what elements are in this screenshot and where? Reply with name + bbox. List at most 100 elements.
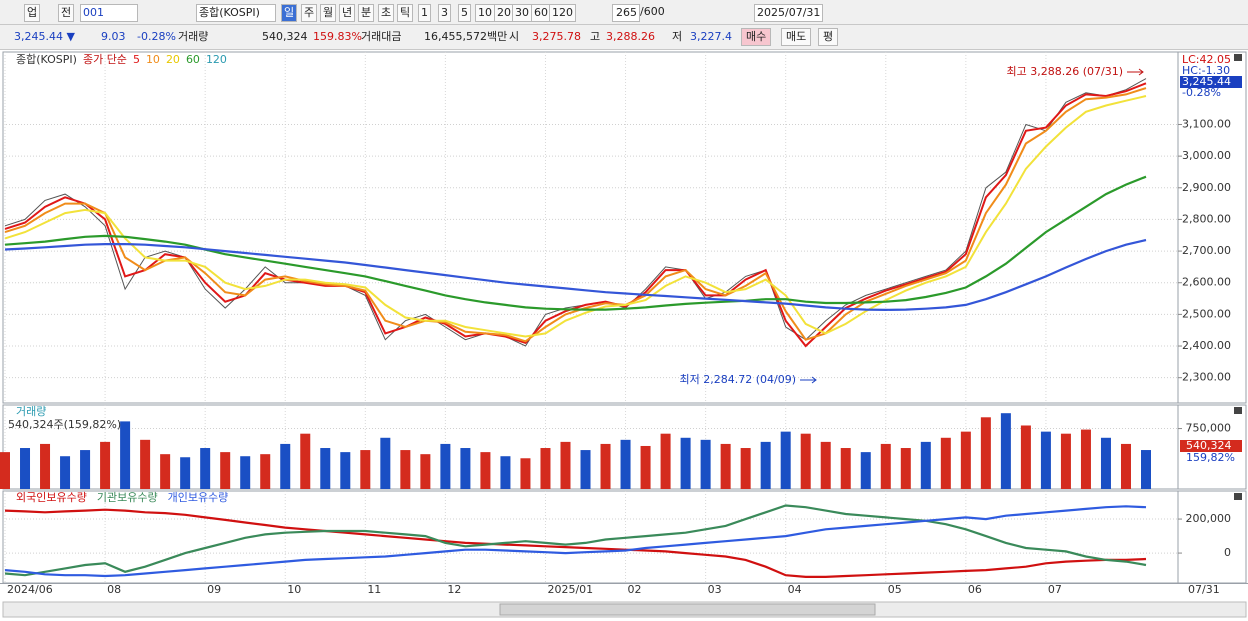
toolbar-item[interactable]: 주	[301, 4, 318, 22]
x-tick-label: 05	[888, 583, 902, 596]
series-line	[4, 95, 1147, 338]
bar	[0, 452, 10, 489]
bar	[600, 443, 611, 489]
bar	[320, 448, 331, 489]
toolbar-item[interactable]: 5	[458, 4, 471, 22]
toolbar-item[interactable]: 틱	[397, 4, 414, 22]
bar	[160, 454, 171, 489]
bar	[580, 450, 591, 489]
y-tick-label: 2,500.00	[1182, 307, 1231, 320]
toolbar-item[interactable]: 1	[418, 4, 431, 22]
bar	[700, 439, 711, 489]
bar	[980, 417, 991, 489]
quote-item[interactable]: 평	[818, 28, 839, 46]
bar	[920, 441, 931, 489]
series-line	[4, 508, 1147, 578]
series-line	[4, 82, 1147, 348]
bar	[360, 450, 371, 489]
x-tick-label: 10	[287, 583, 301, 596]
bar	[300, 433, 311, 489]
side-label: -0.28%	[1182, 86, 1221, 99]
bar	[840, 448, 851, 489]
bar	[1040, 431, 1051, 489]
toolbar-item[interactable]: 001	[80, 4, 138, 22]
x-tick-label: 11	[367, 583, 381, 596]
bar	[860, 452, 871, 489]
bar	[740, 448, 751, 489]
legend-entry: 개인보유수량	[168, 491, 229, 504]
x-tick-label: 09	[207, 583, 221, 596]
legend-entry: 20	[166, 53, 180, 66]
panel-subtitle: 540,324주(159,82%)	[8, 418, 121, 431]
toolbar-item[interactable]: 전	[58, 4, 75, 22]
series-line	[4, 87, 1147, 343]
bar	[260, 454, 271, 489]
legend-title: 종합(KOSPI)	[16, 53, 77, 66]
bar	[960, 431, 971, 489]
toolbar-item[interactable]: 120	[549, 4, 576, 22]
bar	[200, 448, 211, 489]
toolbar-item[interactable]: 30	[512, 4, 532, 22]
bar	[100, 441, 111, 489]
toolbar-item[interactable]: 60	[531, 4, 551, 22]
legend-entry: 기관보유수량	[97, 491, 158, 504]
y-tick-label: 200,000	[1186, 512, 1232, 525]
x-tick-label: 03	[708, 583, 722, 596]
y-tick-label: 2,700.00	[1182, 244, 1231, 257]
bar	[500, 456, 511, 489]
toolbar-item[interactable]: 종합(KOSPI)	[196, 4, 276, 22]
bar	[20, 448, 31, 489]
volume-badge	[1180, 440, 1242, 452]
bar	[1100, 437, 1111, 489]
annotation: 최저 2,284.72 (04/09)	[679, 373, 796, 386]
series-line	[4, 238, 1147, 312]
toolbar-item[interactable]: 2025/07/31	[754, 4, 824, 22]
toolbar-item[interactable]: 월	[320, 4, 337, 22]
bar	[520, 458, 531, 489]
bar	[660, 433, 671, 489]
legend-entry: 5	[133, 53, 140, 66]
bar	[400, 450, 411, 489]
legend-entry: 외국인보유수량	[16, 491, 87, 504]
toolbar-item[interactable]: 265	[612, 4, 640, 22]
toolbar-item[interactable]: 분	[358, 4, 375, 22]
quote-item: 시	[509, 30, 520, 43]
side-label: 3,245.44	[1182, 75, 1231, 88]
quote-item: 3,245.44 ▼	[14, 30, 75, 43]
x-end-label: 07/31	[1188, 583, 1220, 596]
toolbar-item[interactable]: 20	[494, 4, 514, 22]
quote-item: 16,455,572백만	[424, 30, 508, 43]
toolbar-item[interactable]: 년	[339, 4, 356, 22]
bar	[1120, 443, 1131, 489]
y-tick-label: 2,400.00	[1182, 339, 1231, 352]
toolbar-item[interactable]: 일	[281, 4, 298, 22]
side-label: LC:42.05	[1182, 53, 1231, 66]
scroll-thumb[interactable]	[499, 603, 876, 616]
bar	[1000, 413, 1011, 489]
toolbar-item[interactable]: 업	[24, 4, 41, 22]
quote-item[interactable]: 매수	[741, 28, 772, 46]
quote-item: 고	[590, 30, 601, 43]
quote-item[interactable]: 매도	[781, 28, 812, 46]
x-axis-band	[0, 583, 1248, 584]
bar	[80, 450, 91, 489]
bar	[340, 452, 351, 489]
price-badge	[1180, 76, 1242, 88]
x-tick-label: 12	[447, 583, 461, 596]
bar	[680, 437, 691, 489]
bar	[220, 452, 231, 489]
bar	[880, 443, 891, 489]
annotation-arrow	[800, 376, 817, 384]
toolbar-item[interactable]: 10	[475, 4, 495, 22]
side-label: HC:-1.30	[1182, 64, 1230, 77]
series-line	[4, 175, 1147, 311]
legend-entry: 120	[206, 53, 227, 66]
side-label: 540,324	[1186, 439, 1232, 452]
toolbar-item[interactable]: 초	[378, 4, 395, 22]
toolbar-item[interactable]: 3	[438, 4, 451, 22]
quote-item: 3,288.26	[606, 30, 655, 43]
panel	[2, 51, 1247, 404]
y-tick-label: 0	[1224, 546, 1231, 559]
bar	[240, 456, 251, 489]
